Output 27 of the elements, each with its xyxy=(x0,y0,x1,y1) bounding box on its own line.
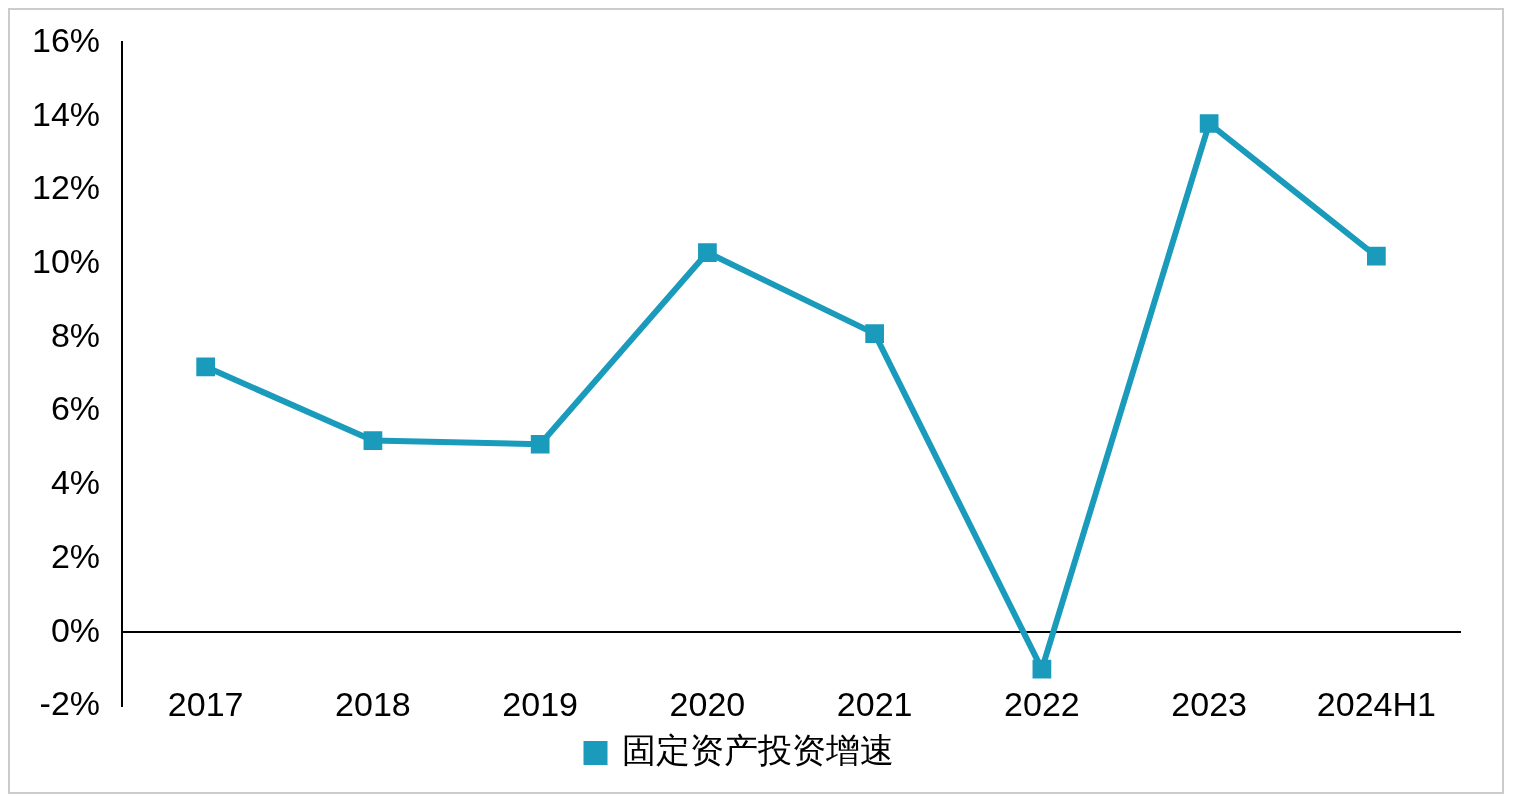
point xyxy=(1367,246,1386,266)
point xyxy=(530,434,550,454)
y-tick-label: 6% xyxy=(50,389,101,428)
point xyxy=(865,324,885,344)
y-tick-label: 2% xyxy=(50,536,101,575)
point xyxy=(698,243,717,262)
y-tick-label: 8% xyxy=(50,315,101,354)
point xyxy=(1199,114,1219,133)
x-tick-label: 2017 xyxy=(167,685,244,724)
x-tick-label: 2022 xyxy=(1004,685,1080,724)
x-tick-label: 2020 xyxy=(669,685,746,724)
x-tick-label: 2018 xyxy=(335,685,411,724)
y-tick-label: 4% xyxy=(50,463,101,502)
x-tick-label: 2023 xyxy=(1171,685,1247,724)
y-tick-label: 14% xyxy=(31,94,101,133)
x-tick-label: 2024H1 xyxy=(1316,685,1436,724)
y-tick-label: 16% xyxy=(31,20,101,59)
point xyxy=(363,431,383,450)
x-tick-label: 2019 xyxy=(502,685,578,724)
point xyxy=(1032,659,1052,679)
x-tick-label: 2021 xyxy=(836,685,913,724)
point xyxy=(196,357,216,377)
legend-label: 固定资产投资增速 xyxy=(621,731,894,770)
y-tick-label: 0% xyxy=(50,610,101,649)
y-tick-label: 10% xyxy=(31,241,101,280)
y-tick-label: 12% xyxy=(31,168,101,207)
y-tick-label: -2% xyxy=(39,684,101,723)
